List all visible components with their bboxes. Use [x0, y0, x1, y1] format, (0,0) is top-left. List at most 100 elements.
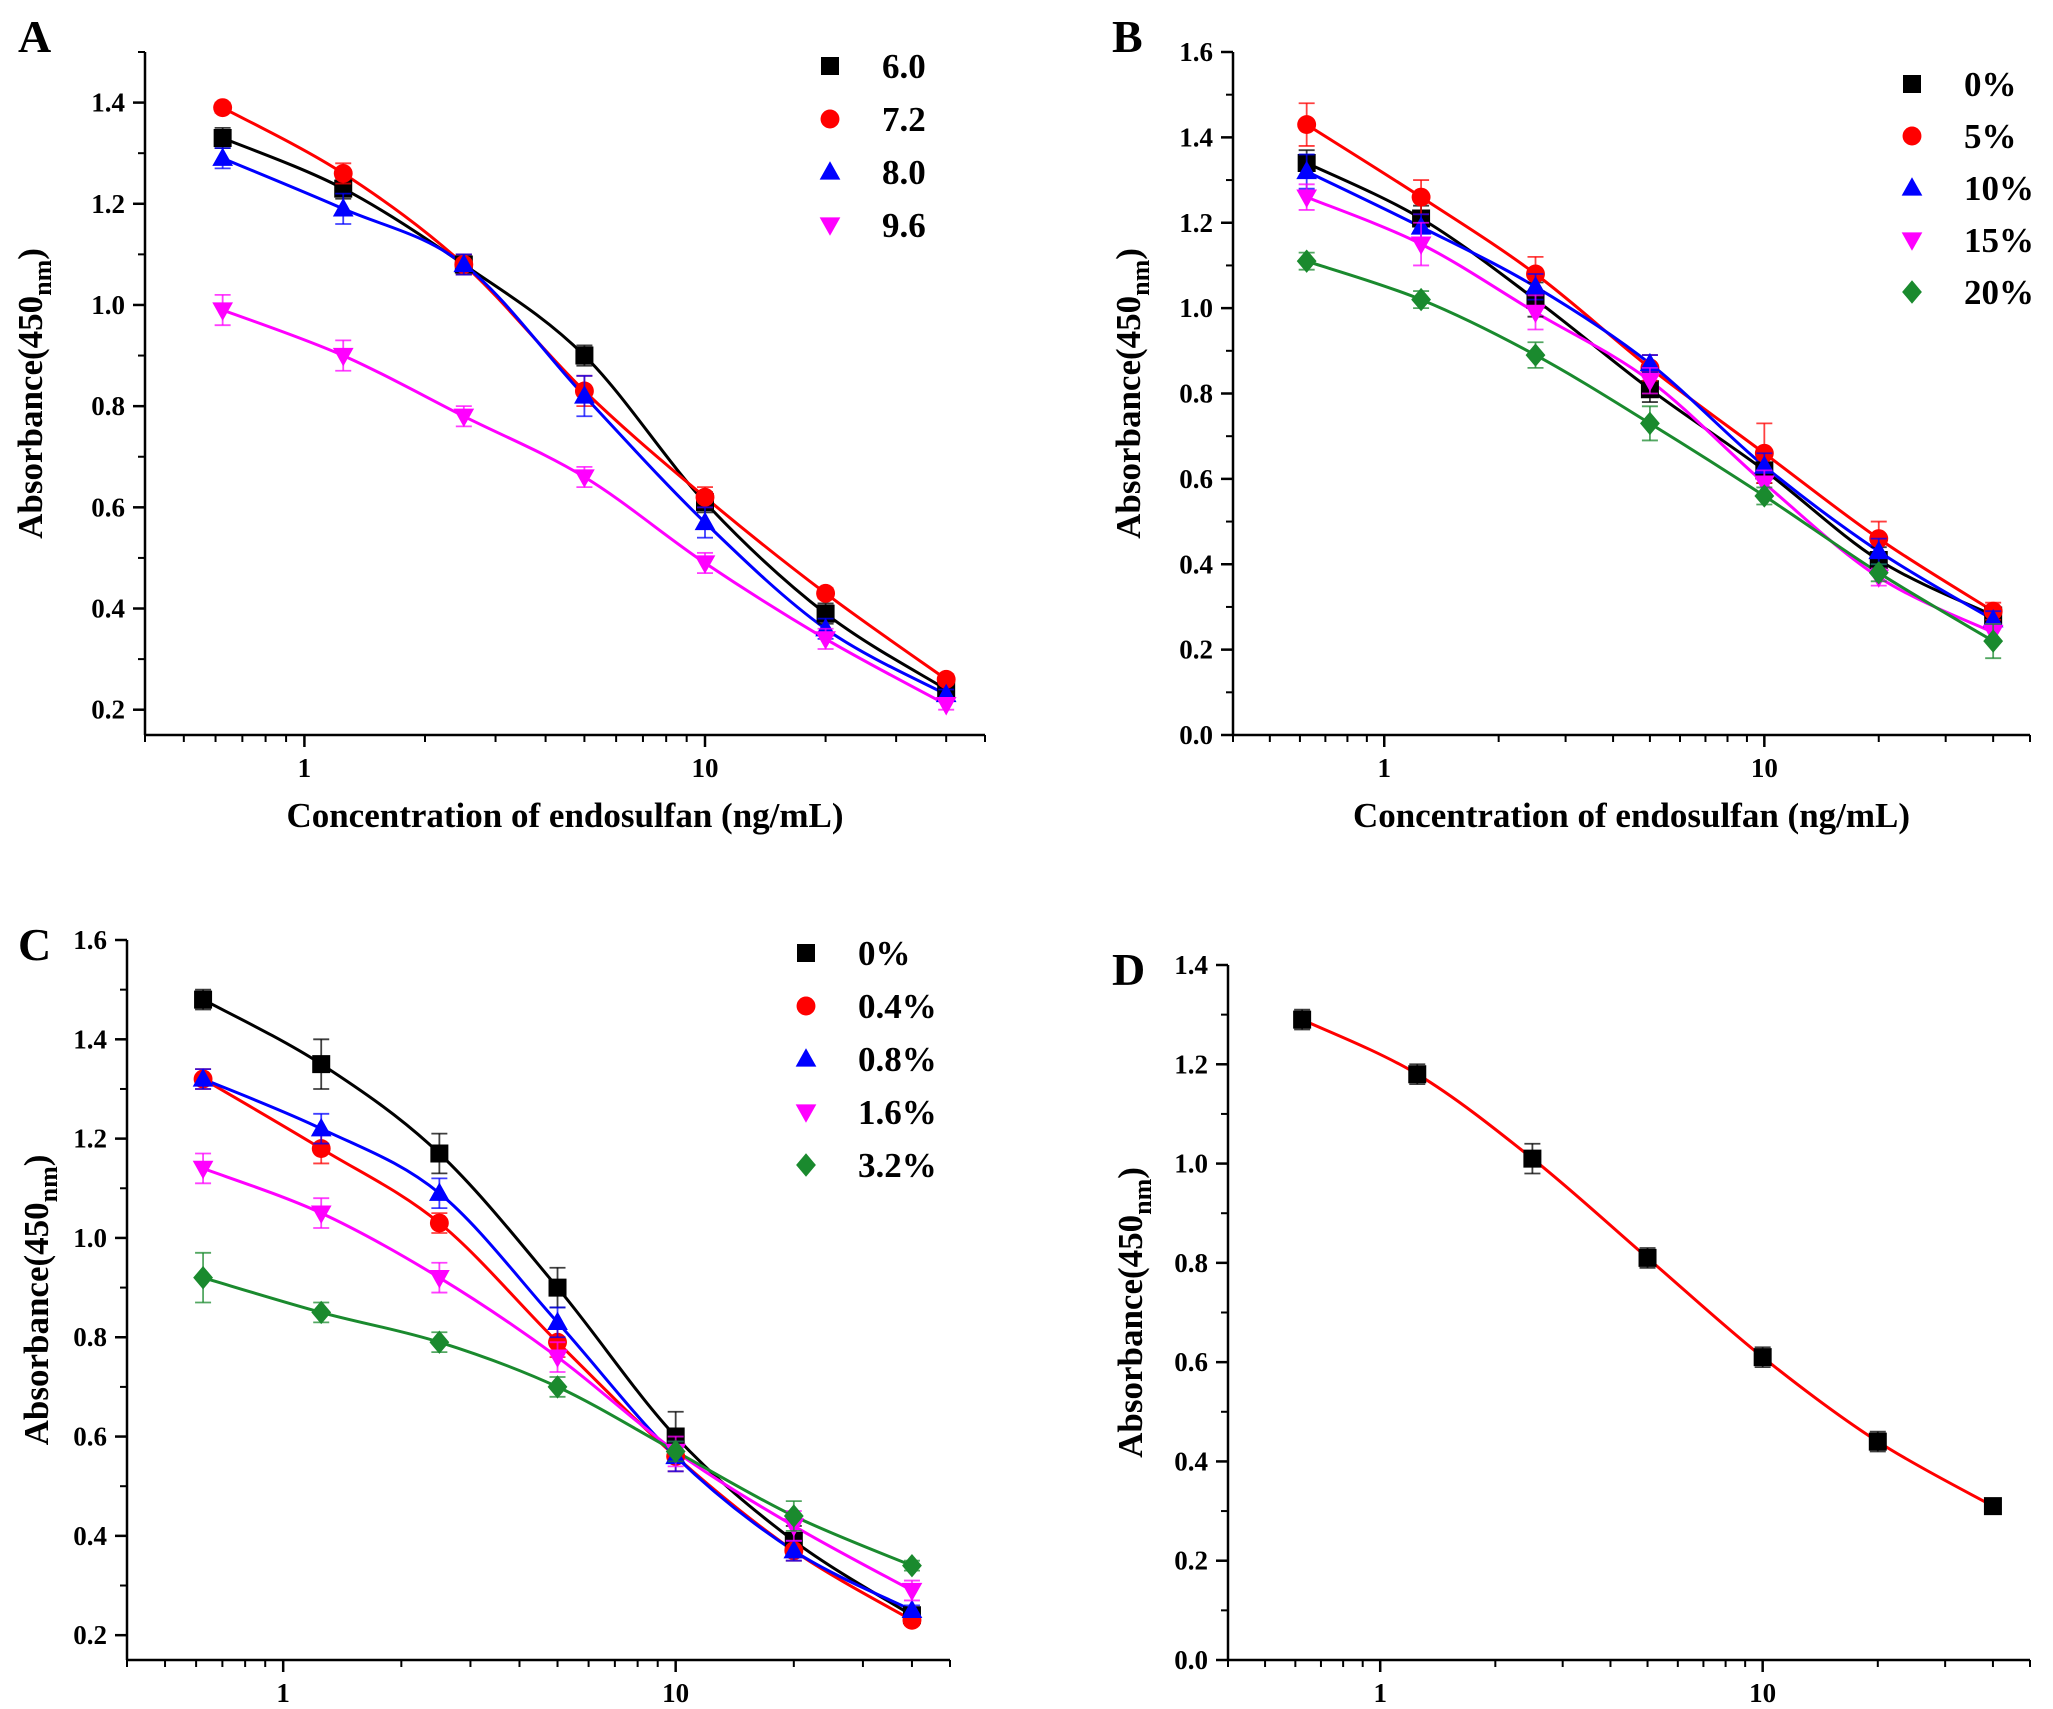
legend-marker — [796, 996, 816, 1016]
data-point — [547, 1349, 568, 1368]
y-axis-title-subscript: nm — [28, 259, 57, 295]
data-point — [1639, 352, 1661, 372]
legend: 0% 0.4% 0.8% 1.6% 3.2% — [795, 934, 937, 1185]
series-points-data — [1293, 1008, 2002, 1516]
legend-marker — [819, 161, 841, 180]
data-point — [665, 1439, 686, 1464]
data-point — [935, 696, 957, 716]
y-tick-label: 0.8 — [1179, 379, 1213, 409]
y-tick-label: 1.0 — [1174, 1149, 1208, 1179]
data-point — [1293, 1010, 1312, 1029]
y-tick-label: 1.6 — [73, 925, 107, 955]
y-tick-label: 1.2 — [1174, 1049, 1208, 1079]
data-point — [1983, 1497, 2002, 1516]
legend-marker — [1901, 177, 1923, 196]
data-point — [1525, 304, 1546, 324]
data-point — [575, 346, 594, 365]
y-tick-label: 0.8 — [73, 1322, 107, 1352]
x-tick-label: 10 — [1751, 753, 1778, 783]
x-tick-label: 10 — [1749, 1678, 1776, 1708]
data-point — [429, 1270, 450, 1289]
series-points-0.8% — [192, 1068, 923, 1618]
data-point — [1296, 249, 1317, 273]
y-tick-label: 1.4 — [91, 88, 125, 118]
series-points-10% — [1296, 153, 2004, 630]
y-axis-title: Absorbance(450nm) — [17, 1155, 63, 1446]
series-points-3.2% — [193, 1251, 922, 1578]
y-tick-label: 1.0 — [1179, 293, 1213, 323]
data-point — [333, 163, 353, 183]
data-point — [430, 1144, 449, 1163]
data-point — [193, 1265, 213, 1290]
x-tick-label: 1 — [298, 753, 312, 783]
data-point — [213, 129, 232, 148]
data-point — [574, 385, 595, 404]
y-axis-title-main: Absorbance(450 — [1111, 1215, 1150, 1458]
data-point — [1523, 1149, 1542, 1168]
y-tick-label: 0.2 — [73, 1620, 107, 1650]
data-point — [574, 469, 595, 488]
series-points-8.0 — [212, 147, 957, 703]
data-point — [1411, 187, 1431, 207]
panel-letter: A — [18, 11, 51, 62]
data-point — [783, 1504, 804, 1528]
y-tick-label: 0.4 — [1174, 1446, 1208, 1476]
legend-marker — [1901, 232, 1923, 251]
x-tick-label: 1 — [1373, 1678, 1387, 1708]
data-point — [815, 631, 836, 650]
panel-letter: D — [1112, 944, 1145, 995]
data-point — [936, 669, 956, 689]
data-point — [547, 1375, 568, 1399]
y-tick-label: 1.4 — [73, 1024, 107, 1054]
legend: 0% 5% 10% 15% 20% — [1901, 65, 2034, 312]
legend-label: 9.6 — [882, 206, 926, 245]
legend-label: 8.0 — [882, 153, 926, 192]
data-point — [192, 1068, 214, 1087]
legend-label: 0.4% — [858, 987, 937, 1026]
y-axis-title-main: Absorbance(450 — [17, 1202, 56, 1445]
legend-label: 5% — [1964, 117, 2017, 156]
data-point — [548, 1278, 567, 1297]
data-point — [429, 1330, 450, 1354]
y-tick-label: 0.6 — [1174, 1347, 1208, 1377]
legend: 6.0 7.2 8.0 9.6 — [819, 47, 926, 245]
data-point — [429, 1213, 449, 1233]
chart-panel-b: B 0.0 0.2 0.4 0.6 0.8 1.0 1.2 1.4 1.6 1 10 Concentra… — [1109, 11, 2034, 835]
data-point — [1753, 1348, 1772, 1367]
data-point — [1868, 561, 1889, 585]
y-axis-title-subscript: nm — [34, 1166, 63, 1202]
series-points-9.6 — [212, 293, 957, 716]
y-tick-label: 0.4 — [1179, 549, 1213, 579]
data-point — [310, 1205, 332, 1224]
y-tick-label: 0.0 — [1174, 1645, 1208, 1675]
data-point — [194, 990, 213, 1009]
data-point — [312, 1055, 331, 1074]
y-tick-label: 1.2 — [1179, 208, 1213, 238]
chart-panel-c: C0.20.40.60.81.01.21.41.6110Concentratio… — [17, 919, 951, 1708]
y-tick-label: 1.0 — [73, 1223, 107, 1253]
data-point — [1410, 236, 1432, 255]
legend-marker — [796, 1153, 816, 1177]
data-point — [332, 198, 354, 217]
data-point — [1753, 455, 1775, 474]
legend-label: 3.2% — [858, 1146, 937, 1185]
legend-label: 0% — [858, 934, 911, 973]
y-tick-label: 1.6 — [1179, 37, 1213, 67]
x-tick-label: 1 — [276, 1678, 290, 1708]
data-point — [1640, 411, 1660, 436]
legend-marker — [795, 1104, 817, 1123]
y-tick-label: 0.6 — [1179, 464, 1213, 494]
y-tick-label: 1.2 — [73, 1124, 107, 1154]
legend-label: 20% — [1964, 273, 2034, 312]
data-point — [453, 408, 475, 428]
x-tick-label: 10 — [662, 1678, 689, 1708]
legend-label: 0% — [1964, 65, 2017, 104]
legend-label: 6.0 — [882, 47, 926, 86]
data-point — [1982, 608, 2004, 628]
data-point — [1525, 343, 1546, 367]
data-point — [902, 1553, 922, 1578]
y-axis-title: Absorbance(450nm) — [1109, 248, 1155, 539]
x-tick-label: 10 — [692, 753, 719, 783]
data-point — [212, 147, 233, 166]
legend-marker — [1902, 126, 1922, 146]
